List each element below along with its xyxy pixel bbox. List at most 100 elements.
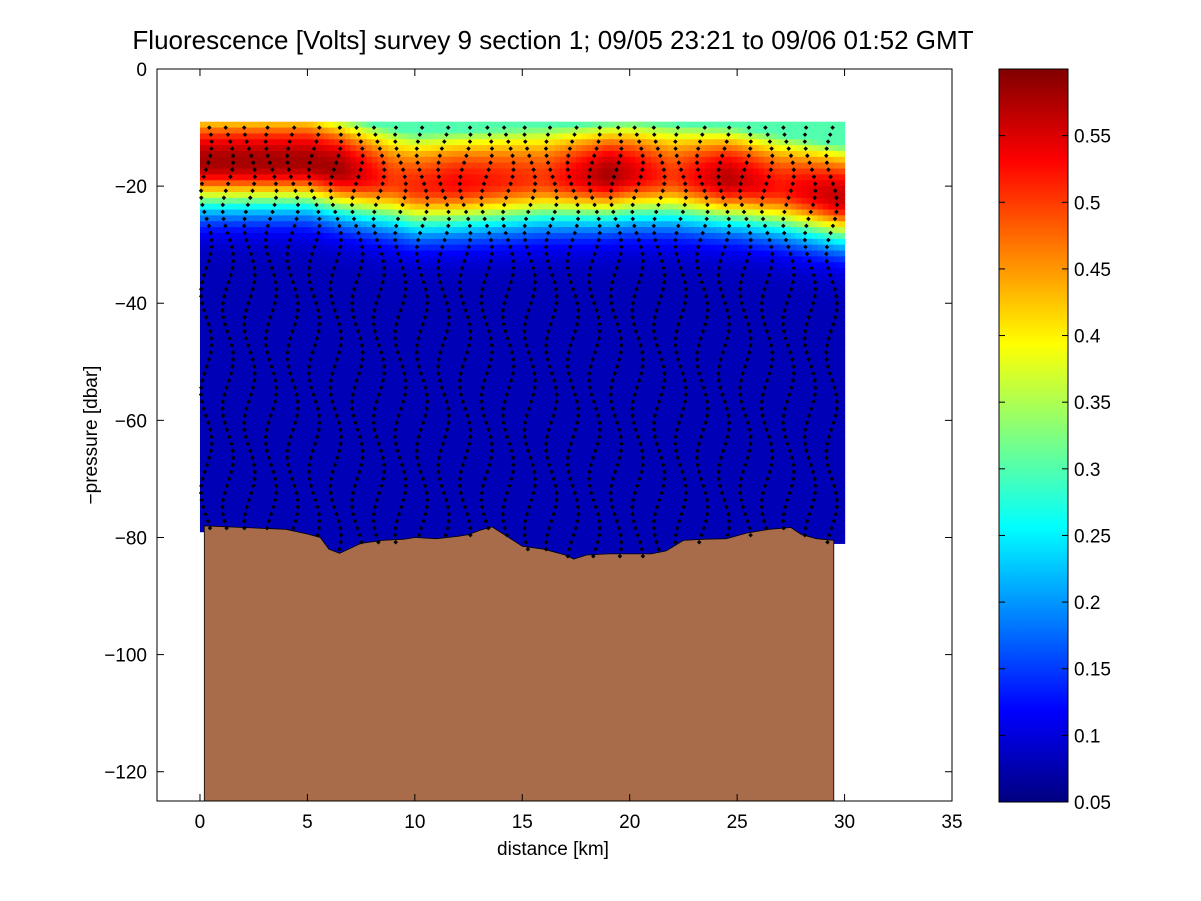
heat-cell: [457, 215, 464, 222]
heat-cell: [436, 478, 443, 486]
heat-cell: [221, 209, 228, 216]
heat-cell: [361, 467, 368, 474]
heat-cell: [559, 461, 566, 468]
heat-cell: [398, 473, 405, 480]
heat-cell: [420, 385, 427, 392]
heat-cell: [302, 174, 308, 181]
heat-cell: [387, 408, 394, 416]
heat-cell: [420, 285, 427, 293]
heat-cell: [436, 121, 443, 129]
heat-cell: [334, 508, 341, 515]
heat-cell: [205, 367, 212, 375]
heat-cell: [404, 268, 411, 275]
heat-cell: [371, 133, 378, 140]
heat-cell: [205, 414, 212, 421]
heat-cell: [457, 145, 464, 152]
heat-cell: [264, 262, 271, 269]
heat-cell: [447, 426, 454, 433]
heat-cell: [361, 361, 368, 369]
heat-cell: [436, 408, 443, 416]
heat-cell: [495, 139, 502, 146]
heat-cell: [382, 414, 389, 421]
heat-cell: [339, 344, 346, 351]
heat-cell: [495, 291, 502, 298]
heat-cell: [307, 408, 314, 416]
heat-cell: [436, 514, 443, 521]
heat-cell: [334, 478, 341, 486]
heat-cell: [226, 490, 233, 498]
heat-cell: [506, 227, 513, 234]
heat-cell: [269, 121, 276, 129]
heat-cell: [285, 402, 292, 410]
heat-cell: [350, 443, 357, 451]
heat-cell: [554, 297, 561, 304]
heat-cell: [457, 209, 464, 216]
heat-cell: [452, 180, 459, 187]
fluorescence-heatmap: [199, 121, 846, 562]
heat-cell: [323, 391, 330, 398]
heat-cell: [398, 514, 405, 521]
heat-cell: [210, 402, 217, 410]
heat-cell: [307, 268, 314, 275]
heat-cell: [307, 303, 314, 310]
heat-cell: [226, 502, 233, 509]
heat-cell: [441, 473, 448, 480]
heat-cell: [457, 250, 464, 257]
heat-cell: [409, 437, 416, 445]
heat-cell: [302, 408, 308, 416]
heat-cell: [565, 221, 572, 228]
heat-cell: [387, 133, 394, 140]
heat-cell: [490, 268, 497, 275]
heat-cell: [296, 367, 303, 375]
heat-cell: [436, 162, 443, 170]
heat-cell: [533, 250, 539, 257]
heat-cell: [430, 180, 437, 187]
heat-cell: [318, 373, 325, 380]
heat-cell: [404, 238, 411, 246]
heat-cell: [533, 350, 539, 357]
heat-cell: [533, 139, 539, 146]
heat-cell: [307, 379, 314, 386]
heat-cell: [269, 180, 276, 187]
heat-cell: [221, 361, 228, 369]
heat-cell: [302, 344, 308, 351]
heat-cell: [554, 449, 561, 457]
heat-cell: [484, 396, 491, 404]
heat-cell: [527, 426, 534, 433]
heat-cell: [264, 414, 271, 421]
heat-cell: [312, 191, 319, 199]
heat-cell: [226, 385, 233, 392]
heat-cell: [468, 355, 475, 363]
heat-cell: [430, 484, 437, 492]
heat-cell: [355, 484, 362, 492]
heat-cell: [323, 232, 330, 240]
heat-cell: [538, 209, 545, 216]
heat-cell: [420, 186, 427, 193]
heat-cell: [248, 203, 255, 211]
heat-cell: [345, 449, 351, 457]
heat-cell: [334, 209, 341, 216]
heat-cell: [436, 379, 443, 386]
heat-cell: [495, 508, 502, 515]
heat-cell: [237, 314, 244, 322]
heat-cell: [549, 250, 556, 257]
heat-cell: [559, 209, 566, 216]
heat-cell: [221, 150, 228, 158]
heat-cell: [387, 514, 394, 521]
heat-cell: [216, 367, 223, 375]
heat-cell: [355, 420, 362, 427]
heat-cell: [361, 262, 368, 269]
heat-cell: [484, 402, 491, 410]
heat-cell: [457, 461, 464, 468]
heat-cell: [269, 508, 276, 515]
heat-cell: [237, 467, 244, 474]
heat-cell: [366, 273, 373, 281]
heat-cell: [339, 432, 346, 439]
heat-cell: [479, 227, 486, 234]
heat-cell: [253, 180, 260, 187]
heat-cell: [285, 273, 292, 281]
heat-cell: [280, 402, 287, 410]
heat-cell: [430, 121, 437, 129]
heat-cell: [237, 455, 244, 462]
heat-cell: [436, 332, 443, 339]
